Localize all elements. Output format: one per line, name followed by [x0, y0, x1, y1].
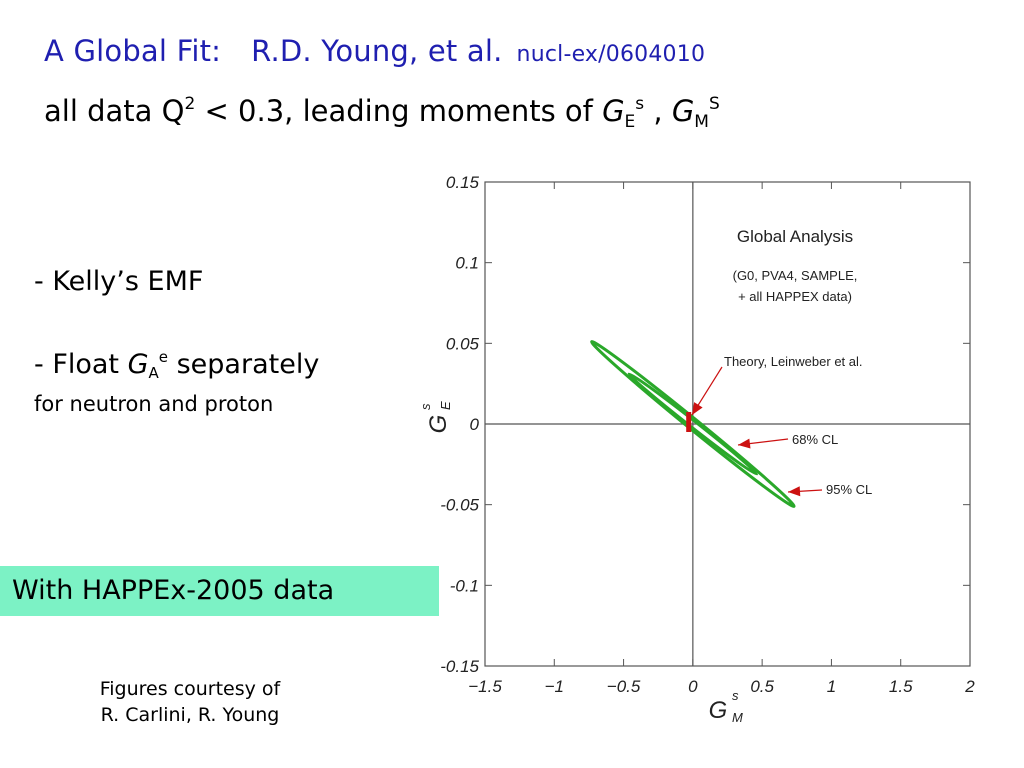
happex-highlight-box: With HAPPEx-2005 data [0, 566, 439, 616]
y-tick-label: -0.05 [440, 496, 479, 515]
bullet-float-sup: e [158, 348, 169, 366]
y-tick-label: 0.05 [446, 334, 480, 353]
credit-line-2: R. Carlini, R. Young [100, 704, 280, 726]
bullet-kelly-emf: - Kelly’s EMF [34, 266, 204, 297]
y-axis-label-sub: E [438, 401, 453, 410]
x-tick-label: −0.5 [607, 677, 641, 696]
x-tick-label: 1.5 [889, 677, 913, 696]
subtitle-ge-sup: s [635, 94, 645, 114]
subtitle-ge: G [602, 94, 625, 128]
arrow-68-cl-head [738, 438, 751, 449]
y-tick-label: -0.15 [440, 657, 479, 676]
y-tick-label: -0.1 [450, 576, 479, 595]
bullet-float-prefix: - Float [34, 349, 128, 380]
subtitle-ge-sub: E [624, 112, 636, 132]
happex-highlight-text: With HAPPEx-2005 data [12, 575, 335, 606]
subtitle-mid: < 0.3, leading moments of [195, 94, 603, 128]
y-axis-label-group: Gs E [418, 401, 453, 433]
annotation-title: Global Analysis [737, 227, 853, 246]
page-title: A Global Fit: R.D. Young, et al. nucl-ex/0… [44, 34, 705, 68]
title-main: A Global Fit: [44, 34, 222, 68]
x-tick-label: 2 [964, 677, 975, 696]
title-reference: nucl-ex/0604010 [516, 42, 706, 67]
annotation-theory: Theory, Leinweber et al. [724, 354, 863, 369]
credit-line-1: Figures courtesy of [99, 678, 281, 700]
page-subtitle: all data Q2 < 0.3, leading moments of GE… [44, 94, 720, 132]
x-tick-label: −1.5 [468, 677, 502, 696]
y-axis-label: G [425, 415, 452, 434]
x-axis-label-sup: s [732, 688, 739, 703]
y-tick-label: 0.1 [455, 254, 479, 273]
subtitle-gm: G [671, 94, 695, 128]
annotation-95-cl: 95% CL [826, 482, 872, 497]
x-axis-label-sub: M [732, 710, 743, 725]
x-tick-label: 0.5 [750, 677, 774, 696]
theory-marker [686, 412, 692, 432]
bullet-float-detail: for neutron and proton [34, 392, 274, 416]
x-tick-label: 1 [827, 677, 836, 696]
bullet-float-ga: - Float GAe separately [34, 348, 319, 382]
subtitle-gm-sup: S [708, 94, 720, 114]
arrow-95-cl-head [788, 486, 801, 497]
annotation-68-cl: 68% CL [792, 432, 838, 447]
y-axis-label-sup: s [418, 403, 433, 410]
subtitle-prefix: all data Q [44, 94, 185, 128]
title-authors: R.D. Young, et al. [251, 34, 503, 68]
global-fit-chart: −1.5 −1 −0.5 0 0.5 1 1.5 2 -0.15 -0.1 -0.05 0 0.05 0.… [418, 173, 975, 725]
figure-credit: Figures courtesy of R. Carlini, R. Young [60, 676, 320, 728]
bullet-float-symbol: G [127, 349, 149, 380]
x-tick-label: 0 [688, 677, 698, 696]
arrow-theory-head [692, 402, 703, 415]
bullet-float-suffix: separately [168, 349, 320, 380]
annotation-line-2: + all HAPPEX data) [738, 289, 852, 304]
x-axis-label: G [709, 697, 728, 724]
subtitle-sep: , [644, 94, 672, 128]
subtitle-gm-sub: M [694, 112, 709, 132]
annotation-line-1: (G0, PVA4, SAMPLE, [733, 268, 858, 283]
bullet-float-sub: A [148, 364, 159, 382]
subtitle-q-sup: 2 [184, 94, 196, 114]
x-tick-label: −1 [545, 677, 564, 696]
y-tick-label: 0 [470, 415, 480, 434]
y-tick-label: 0.15 [446, 173, 480, 192]
